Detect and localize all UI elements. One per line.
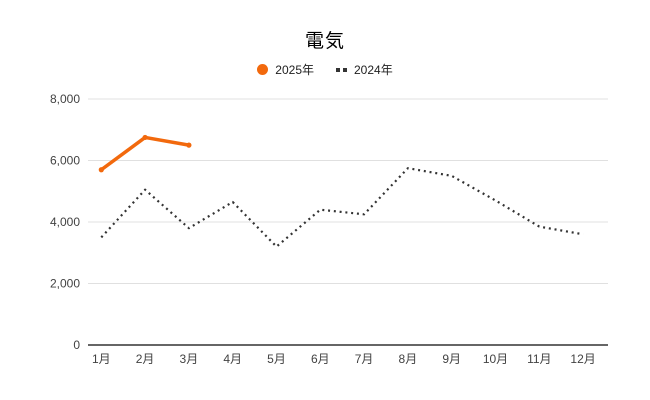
legend-circle-marker-2025 [257,64,269,75]
data-point-2025年 [98,167,104,173]
x-tick-label: 4月 [223,352,242,366]
y-tick-label: 0 [73,338,80,352]
x-tick-label: 1月 [92,352,111,366]
x-tick-label: 2月 [136,352,155,366]
series-line-2025年 [99,135,191,172]
x-tick-label: 8月 [399,352,418,366]
chart-legend: 2025年 2024年 [0,61,650,78]
legend-dotted-marker-2024 [336,67,347,72]
chart-title: 電気 [304,31,345,52]
x-tick-label: 5月 [267,352,286,366]
data-point-2025年 [142,134,148,141]
x-tick-label: 9月 [442,352,461,366]
x-tick-label: 10月 [483,352,508,366]
x-tick-label: 6月 [311,352,330,366]
y-tick-label: 2,000 [50,277,80,291]
legend-label-2025: 2025年 [275,63,314,77]
x-tick-label: 3月 [180,352,199,366]
legend-item-2025: 2025年 [257,61,314,78]
data-point-2025年 [186,142,192,148]
x-tick-label: 7月 [355,352,374,366]
y-tick-label: 6,000 [50,154,80,168]
y-tick-label: 4,000 [50,215,80,229]
legend-label-2024: 2024年 [354,63,393,77]
x-tick-label: 12月 [570,352,595,366]
legend-item-2024: 2024年 [336,61,393,78]
y-tick-label: 8,000 [50,92,80,106]
x-tick-label: 11月 [527,352,551,366]
series-line-2024年 [100,167,584,248]
